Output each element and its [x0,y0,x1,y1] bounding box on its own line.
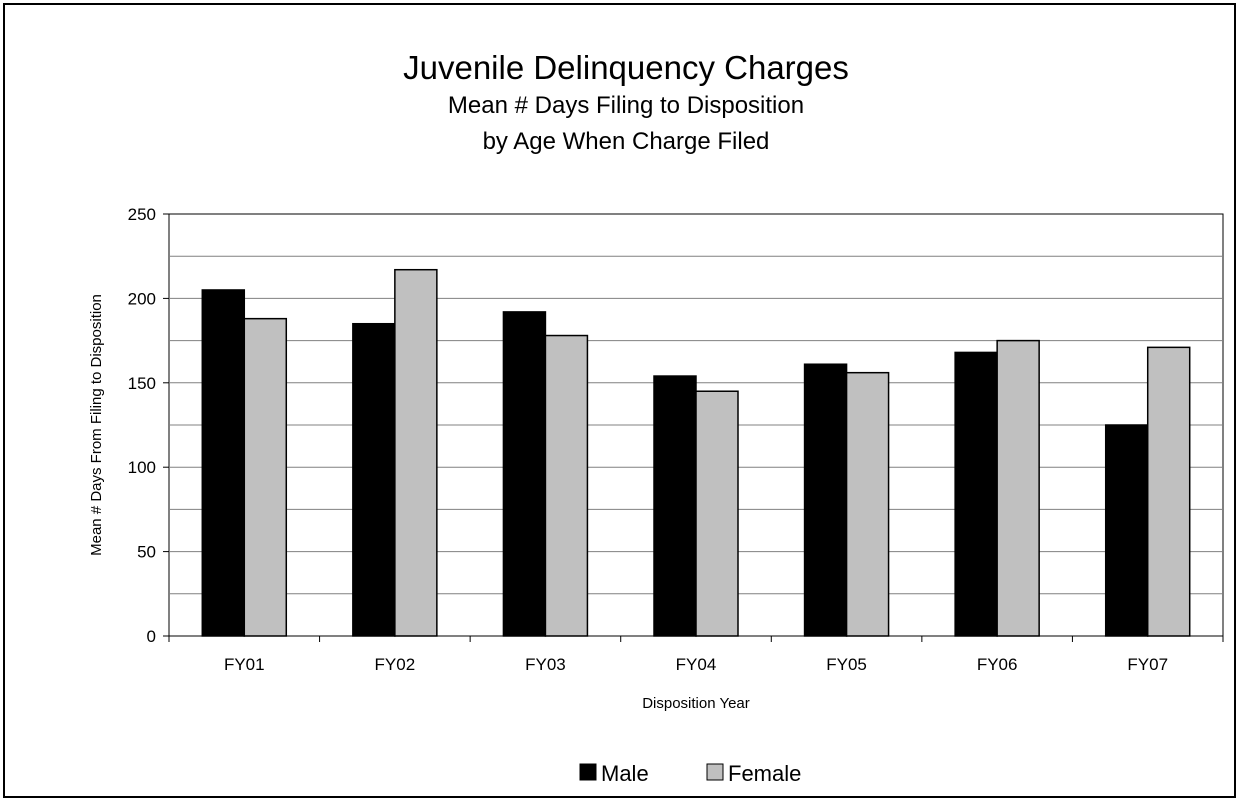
x-tick-label: FY07 [1127,655,1168,674]
legend-label-male: Male [601,761,649,786]
x-axis-label: Disposition Year [642,695,750,712]
chart-title: Juvenile Delinquency Charges [403,49,849,86]
chart-subtitle-line-2: by Age When Charge Filed [483,128,770,155]
bar-male-fy07 [1104,424,1149,637]
bar-male-fy01 [201,289,246,637]
y-tick-label: 0 [147,627,156,646]
y-tick-label: 250 [128,205,156,224]
bar-male-fy06 [954,351,998,637]
x-tick-label: FY04 [676,655,717,674]
x-tick-label: FY02 [375,655,416,674]
x-tick-label: FY01 [224,655,265,674]
bar-female-fy06 [996,339,1040,637]
y-tick-label: 50 [137,543,156,562]
bar-female-fy05 [845,371,890,637]
bar-female-fy07 [1146,346,1191,637]
y-axis-label: Mean # Days From Filing to Disposition [88,294,105,556]
legend-swatch-female [706,763,724,781]
chart-subtitle-line-1: Mean # Days Filing to Disposition [448,92,804,119]
bar-male-fy02 [352,322,396,637]
bar-female-fy04 [695,390,739,637]
y-tick-label: 150 [128,374,156,393]
x-tick-label: FY03 [525,655,566,674]
bar-male-fy05 [803,363,848,637]
bar-female-fy01 [243,317,288,637]
legend-swatch-male [579,763,597,781]
y-tick-label: 200 [128,289,156,308]
bar-male-fy04 [653,375,697,637]
y-tick-label: 100 [128,458,156,477]
bar-female-fy03 [544,334,589,637]
x-tick-label: FY05 [826,655,867,674]
legend: Male Female [579,761,801,786]
legend-label-female: Female [728,761,801,786]
plot-area: 0 50 100 150 200 250 FY01 FY02 FY03 FY04 FY05 FY06 F… [128,205,1224,674]
bar-male-fy03 [502,311,547,637]
bar-female-fy02 [394,268,438,637]
x-tick-label: FY06 [977,655,1018,674]
